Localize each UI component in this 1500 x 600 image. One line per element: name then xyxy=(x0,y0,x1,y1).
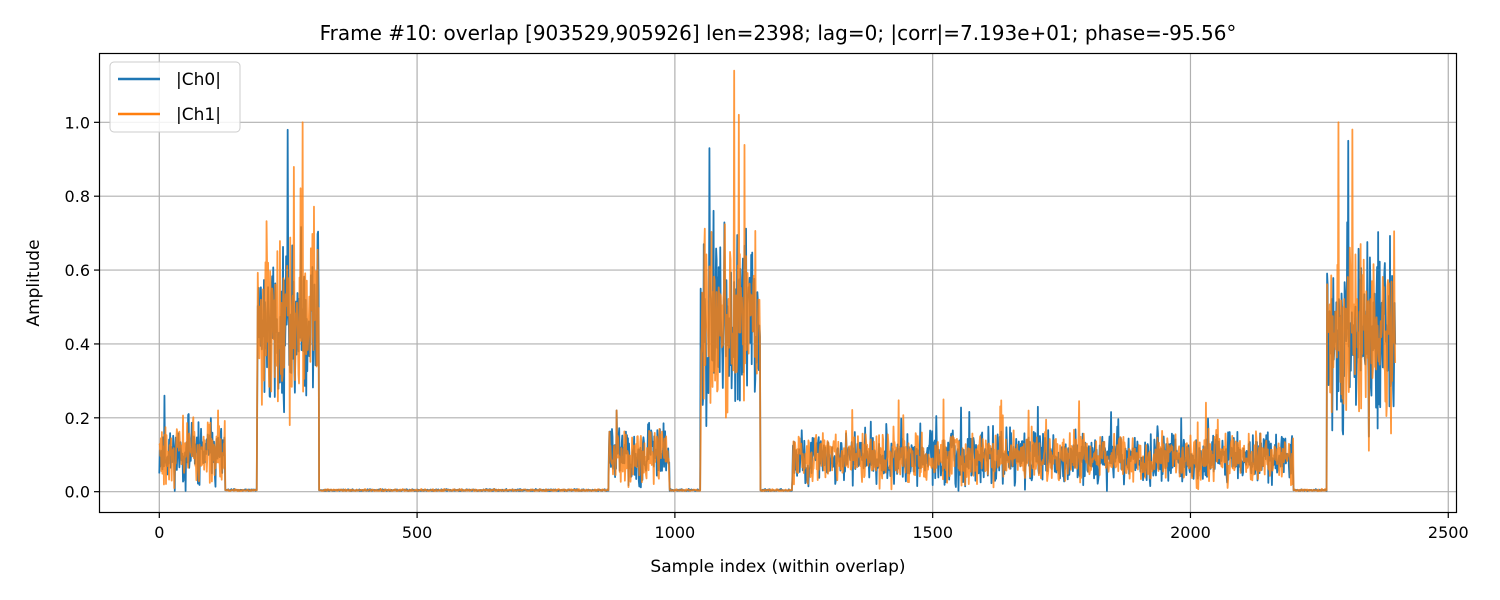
series-line-ch1 xyxy=(158,69,1397,492)
grid-lines xyxy=(100,54,1456,512)
x-axis-label: Sample index (within overlap) xyxy=(650,557,905,577)
y-axis-label: Amplitude xyxy=(24,239,44,326)
plot-frame xyxy=(98,52,1458,514)
legend-label-ch1: |Ch1| xyxy=(176,105,221,125)
y-tick-label: 0.0 xyxy=(65,483,90,502)
x-tick-label: 1000 xyxy=(655,523,696,542)
x-tick-label: 0 xyxy=(154,523,164,542)
y-tick-label: 0.2 xyxy=(65,409,90,428)
y-tick-label: 0.6 xyxy=(65,261,90,280)
chart-title: Frame #10: overlap [903529,905926] len=2… xyxy=(320,21,1237,45)
legend-label-ch0: |Ch0| xyxy=(176,70,221,90)
y-tick-label: 1.0 xyxy=(65,113,90,132)
y-tick-label: 0.8 xyxy=(65,187,90,206)
y-axis-ticks: 0.0 0.2 0.4 0.6 0.8 1.0 xyxy=(65,113,100,502)
y-tick-label: 0.4 xyxy=(65,335,90,354)
x-tick-label: 2000 xyxy=(1170,523,1211,542)
legend: |Ch0| |Ch1| xyxy=(109,61,241,133)
x-axis-ticks: 0 500 1000 1500 2000 2500 xyxy=(154,512,1469,542)
x-tick-label: 500 xyxy=(402,523,433,542)
x-tick-label: 2500 xyxy=(1428,523,1469,542)
plot-series xyxy=(158,69,1397,492)
x-tick-label: 1500 xyxy=(912,523,953,542)
